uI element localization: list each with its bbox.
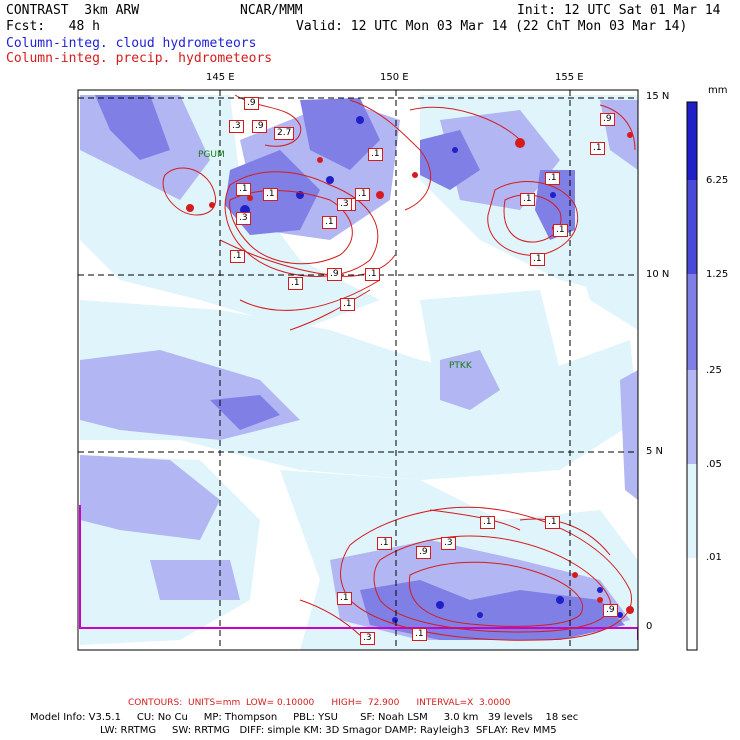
colorbar-label-1-25: 1.25 bbox=[706, 269, 729, 280]
contour-value-box: .1 bbox=[322, 216, 337, 229]
contour-value-box: .1 bbox=[545, 516, 560, 529]
contour-info: CONTOURS: UNITS=mm LOW= 0.10000 HIGH= 72… bbox=[128, 698, 511, 708]
station-pgum: PGUM bbox=[198, 150, 225, 160]
colorbar-label-6-25: 6.25 bbox=[706, 175, 729, 186]
colorbar-label-0-01: .01 bbox=[706, 552, 722, 563]
contour-value-box: .1 bbox=[412, 628, 427, 641]
contour-value-box: .3 bbox=[236, 212, 251, 225]
contour-value-box: .1 bbox=[230, 250, 245, 263]
contour-value-box: .1 bbox=[340, 298, 355, 311]
contour-value-box: .9 bbox=[600, 113, 615, 126]
contour-value-box: 2.7 bbox=[274, 127, 295, 140]
field-precip-label: Column-integ. precip. hydrometeors bbox=[6, 51, 273, 66]
lon-label-155: 155 E bbox=[555, 72, 584, 83]
model-info-line2: LW: RRTMG SW: RRTMG DIFF: simple KM: 3D … bbox=[100, 725, 557, 736]
lon-label-145: 145 E bbox=[206, 72, 235, 83]
lat-label-eq: 0 bbox=[646, 621, 653, 632]
colorbar-unit: mm bbox=[708, 85, 728, 96]
contour-value-box: .1 bbox=[368, 148, 383, 161]
contour-value-box: .9 bbox=[252, 120, 267, 133]
colorbar-label-0-25: .25 bbox=[706, 365, 722, 376]
valid-time: Valid: 12 UTC Mon 03 Mar 14 (22 ChT Mon … bbox=[296, 19, 688, 34]
lat-label-5n: 5 N bbox=[646, 446, 664, 457]
init-time: Init: 12 UTC Sat 01 Mar 14 bbox=[517, 3, 721, 18]
contour-value-box: .1 bbox=[530, 253, 545, 266]
contour-value-box: .1 bbox=[520, 193, 535, 206]
contour-value-box: .1 bbox=[590, 142, 605, 155]
contour-value-box: .1 bbox=[480, 516, 495, 529]
contour-value-box: .1 bbox=[337, 592, 352, 605]
contour-value-box: .1 bbox=[365, 268, 380, 281]
contour-value-box: .9 bbox=[603, 604, 618, 617]
contour-value-box: .1 bbox=[263, 188, 278, 201]
lat-label-10n: 10 N bbox=[646, 269, 670, 280]
contour-value-box: .1 bbox=[288, 277, 303, 290]
colorbar bbox=[686, 101, 698, 651]
contour-value-box: .1 bbox=[236, 183, 251, 196]
lon-label-150: 150 E bbox=[380, 72, 409, 83]
contour-value-box: .1 bbox=[553, 224, 568, 237]
contour-value-box: .9 bbox=[327, 268, 342, 281]
contour-value-box: .9 bbox=[244, 97, 259, 110]
contour-value-box: .9 bbox=[416, 546, 431, 559]
forecast-hour: Fcst: 48 h bbox=[6, 19, 100, 34]
field-cloud-label: Column-integ. cloud hydrometeors bbox=[6, 36, 257, 51]
colorbar-label-0-05: .05 bbox=[706, 459, 722, 470]
model-info-line1: Model Info: V3.5.1 CU: No Cu MP: Thompso… bbox=[30, 712, 579, 723]
contour-value-box: .1 bbox=[377, 537, 392, 550]
map-frame bbox=[77, 89, 639, 651]
contour-value-box: .1 bbox=[545, 172, 560, 185]
model-title: CONTRAST 3km ARW bbox=[6, 3, 140, 18]
station-ptkk: PTKK bbox=[449, 361, 472, 371]
contour-value-box: .3 bbox=[441, 537, 456, 550]
contour-value-box: .3 bbox=[360, 632, 375, 645]
organization: NCAR/MMM bbox=[240, 3, 303, 18]
contour-value-box: .3 bbox=[229, 120, 244, 133]
contour-value-box: .3 bbox=[337, 198, 352, 211]
contour-value-box: .1 bbox=[355, 188, 370, 201]
lat-label-15n: 15 N bbox=[646, 91, 670, 102]
